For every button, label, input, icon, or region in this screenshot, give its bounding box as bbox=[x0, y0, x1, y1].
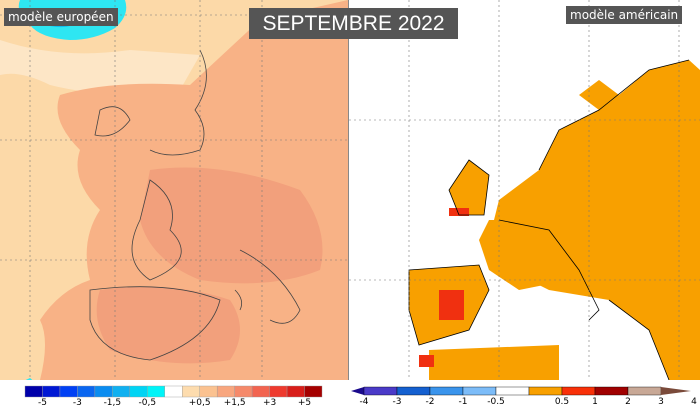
legend-swatch bbox=[24, 385, 43, 398]
legend-swatch bbox=[269, 385, 288, 398]
legend-arrow-right bbox=[661, 387, 691, 395]
legend-swatch bbox=[234, 385, 253, 398]
legend-tick-label: 0.5 bbox=[555, 397, 569, 407]
legend-tick-label: +3 bbox=[263, 398, 276, 408]
legend-tick-label: 3 bbox=[658, 397, 664, 407]
european-color-legend: -5 -3 -1,5 -0,5 +0,5 +1,5 +3 +5 bbox=[0, 380, 348, 408]
legend-tick-label: -1,5 bbox=[104, 398, 122, 408]
legend-swatch bbox=[59, 385, 78, 398]
legend-swatch bbox=[42, 385, 61, 398]
american-model-label: modèle américain bbox=[566, 6, 683, 24]
legend-arrow-left bbox=[351, 387, 364, 395]
legend-tick-label: -3 bbox=[73, 398, 82, 408]
legend-tick-label: -2 bbox=[426, 397, 435, 407]
legend-swatch bbox=[112, 385, 131, 398]
iberia-warm-anomaly bbox=[96, 286, 241, 364]
page-title: SEPTEMBRE 2022 bbox=[249, 8, 458, 39]
european-map-canvas: -5 -3 -1,5 -0,5 +0,5 +1,5 +3 +5 bbox=[0, 0, 348, 408]
strong-warm-anomaly-areas bbox=[419, 208, 469, 367]
american-color-legend: -4 -3 -2 -1 -0.5 0.5 1 2 3 4 bbox=[349, 380, 700, 408]
legend-swatch bbox=[147, 385, 165, 398]
coastlines bbox=[89, 49, 301, 361]
legend-tick-label: +0,5 bbox=[189, 398, 211, 408]
legend-swatch bbox=[396, 386, 431, 396]
legend-swatch bbox=[164, 385, 183, 398]
legend-swatch bbox=[129, 385, 148, 398]
panel-divider bbox=[348, 0, 349, 380]
legend-tick-label: -4 bbox=[360, 397, 369, 407]
legend-swatch bbox=[429, 386, 464, 396]
graticule bbox=[349, 0, 700, 380]
legend-swatch bbox=[216, 385, 235, 398]
legend-swatch bbox=[94, 385, 113, 398]
legend-swatch bbox=[594, 386, 629, 396]
legend-tick-label: -0,5 bbox=[139, 398, 157, 408]
legend-tick-label: 1 bbox=[592, 397, 598, 407]
legend-tick-label: 4 bbox=[691, 397, 697, 407]
legend-swatch bbox=[627, 386, 662, 396]
european-model-map: -5 -3 -1,5 -0,5 +0,5 +1,5 +3 +5 bbox=[0, 0, 348, 408]
legend-swatch bbox=[495, 386, 530, 396]
european-model-label: modèle européen bbox=[4, 8, 118, 26]
legend-tick-label: -5 bbox=[38, 398, 47, 408]
american-map-canvas: -4 -3 -2 -1 -0.5 0.5 1 2 3 4 bbox=[349, 0, 700, 408]
legend-tick-label: +1,5 bbox=[224, 398, 246, 408]
neutral-area bbox=[0, 40, 200, 94]
american-model-map: -4 -3 -2 -1 -0.5 0.5 1 2 3 4 bbox=[349, 0, 700, 408]
legend-swatch bbox=[561, 386, 596, 396]
legend-tick-label: -0.5 bbox=[487, 397, 505, 407]
legend-swatch bbox=[251, 385, 270, 398]
legend-tick-label: -1 bbox=[459, 397, 468, 407]
strong-warm-anomaly-area bbox=[140, 167, 323, 284]
legend-tick-label: +5 bbox=[298, 398, 311, 408]
legend-swatch bbox=[199, 385, 218, 398]
legend-tick-label: 2 bbox=[625, 397, 631, 407]
legend-swatch bbox=[77, 385, 96, 398]
legend-swatch bbox=[304, 385, 323, 398]
legend-swatch bbox=[528, 386, 563, 396]
legend-swatch bbox=[363, 386, 398, 396]
legend-tick-label: -3 bbox=[393, 397, 402, 407]
legend-swatch bbox=[286, 385, 305, 398]
legend-swatch bbox=[182, 385, 200, 398]
legend-swatch bbox=[462, 386, 497, 396]
